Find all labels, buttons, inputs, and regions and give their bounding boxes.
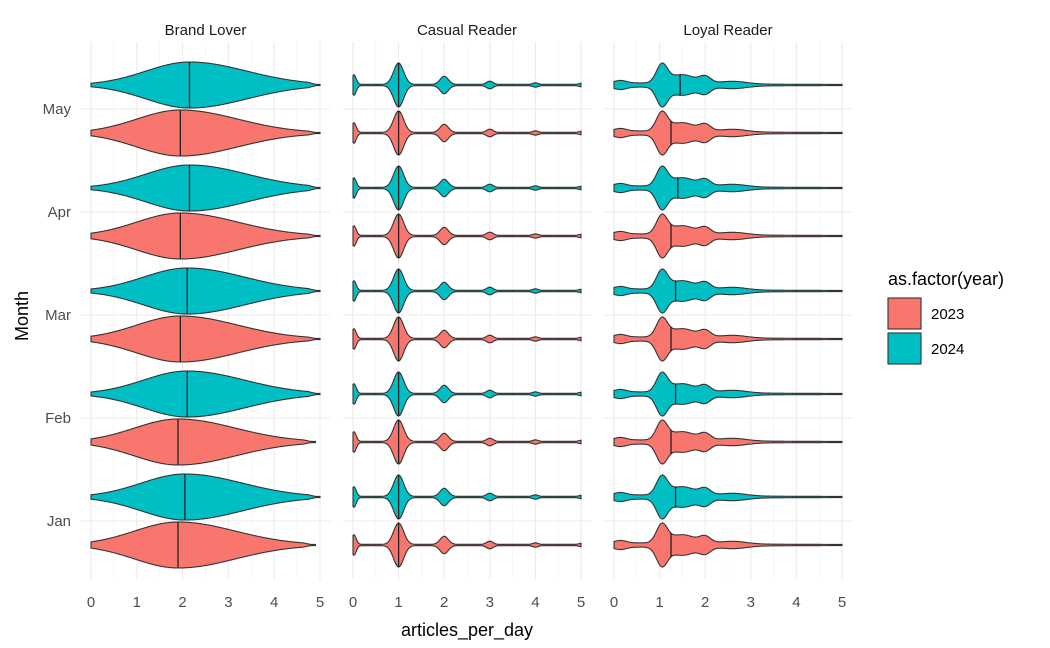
x-axis-title: articles_per_day (401, 620, 533, 641)
violin-2024-mar (352, 268, 582, 314)
y-tick-label: Jan (47, 513, 71, 530)
x-tick-label: 3 (747, 594, 755, 611)
violin-2024-jan (90, 473, 321, 521)
violin-2023-mar (90, 315, 321, 363)
panel-title: Brand Lover (165, 22, 247, 39)
violin-2024-feb (90, 370, 321, 418)
panel-title: Loyal Reader (683, 22, 772, 39)
legend-label: 2023 (931, 306, 964, 323)
x-tick-label: 5 (838, 594, 846, 611)
violin-2024-may (352, 62, 582, 108)
x-tick-label: 3 (224, 594, 232, 611)
panel-loyal-reader: Loyal Reader 0 1 2 3 4 5 (604, 22, 852, 611)
y-tick-label: Mar (45, 307, 71, 324)
violin-2024-mar (90, 267, 321, 315)
violin-2023-jan (90, 521, 316, 569)
violin-2024-apr (90, 164, 321, 212)
x-tick-label: 2 (701, 594, 709, 611)
violin-2023-may (352, 110, 582, 156)
violin-2024-mar (613, 268, 843, 314)
y-tick-label: Feb (45, 410, 71, 427)
violin-2023-apr (90, 212, 321, 260)
panel-title: Casual Reader (417, 22, 517, 39)
x-tick-label: 4 (531, 594, 539, 611)
violin-2024-jan (613, 474, 843, 520)
violin-2023-mar (352, 316, 582, 362)
legend-key-2024 (887, 332, 922, 365)
violin-2024-feb (613, 371, 843, 417)
violin-2023-jan (352, 522, 582, 568)
x-tick-label: 2 (440, 594, 448, 611)
violin-2024-apr (352, 165, 582, 211)
panel-casual-reader: Casual Reader 0 1 2 3 4 5 (343, 22, 591, 611)
x-tick-label: 5 (577, 594, 585, 611)
x-tick-label: 5 (316, 594, 324, 611)
legend-title: as.factor(year) (888, 269, 1004, 289)
violin-2023-feb (352, 419, 582, 465)
legend: as.factor(year) 2023 2024 (887, 269, 1004, 365)
violin-2024-jan (352, 474, 582, 520)
x-tick-label: 0 (349, 594, 357, 611)
y-axis-title: Month (12, 291, 32, 341)
x-tick-label: 2 (178, 594, 186, 611)
violin-2024-may (90, 61, 321, 109)
violin-2023-may (90, 109, 321, 157)
violin-2024-may (613, 62, 843, 108)
x-tick-label: 4 (270, 594, 278, 611)
violin-2024-feb (352, 371, 582, 417)
x-tick-label: 0 (610, 594, 618, 611)
x-tick-label: 3 (486, 594, 494, 611)
x-tick-label: 1 (133, 594, 141, 611)
y-axis: Jan Feb Mar Apr May (43, 101, 72, 530)
legend-label: 2024 (931, 341, 964, 358)
panel-brand-lover: Brand Lover 0 1 2 3 4 5 (81, 22, 330, 611)
y-tick-label: Apr (48, 204, 71, 221)
legend-key-2023 (887, 297, 922, 330)
y-tick-label: May (43, 101, 72, 118)
violin-2023-apr (352, 213, 582, 259)
x-tick-label: 1 (655, 594, 663, 611)
violin-2023-feb (90, 418, 316, 466)
violin-2024-apr (613, 165, 843, 211)
x-tick-label: 0 (87, 594, 95, 611)
x-tick-label: 1 (394, 594, 402, 611)
x-tick-label: 4 (792, 594, 800, 611)
